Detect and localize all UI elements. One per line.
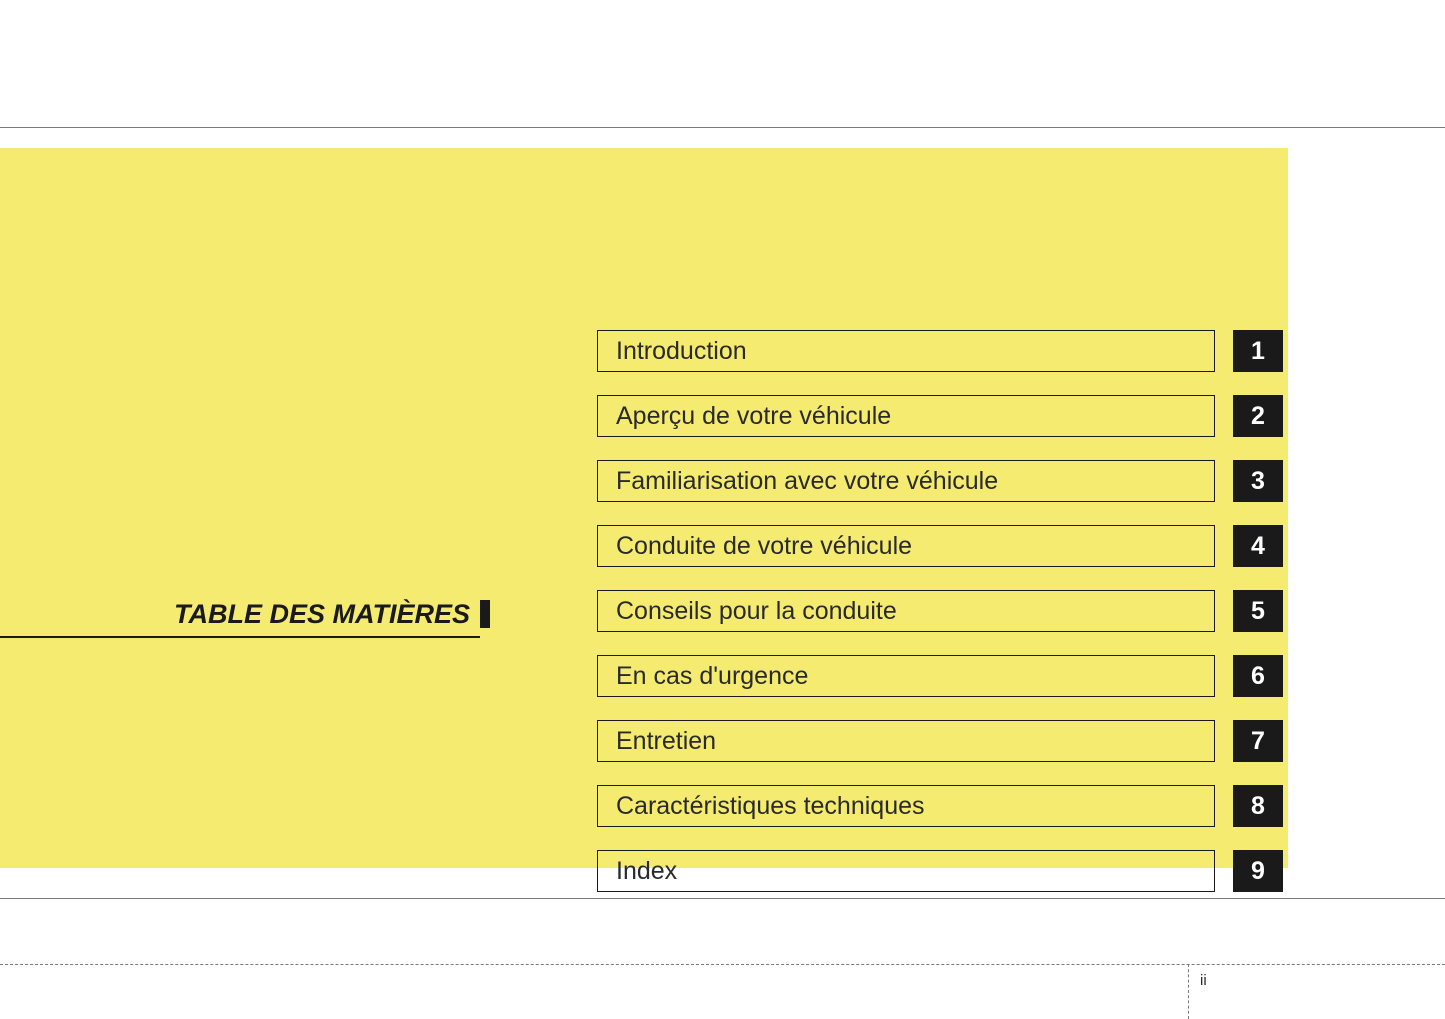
toc-row: Caractéristiques techniques 8 <box>597 785 1287 827</box>
toc-row: Introduction 1 <box>597 330 1287 372</box>
toc-number-3: 3 <box>1233 460 1283 502</box>
toc-row: Aperçu de votre véhicule 2 <box>597 395 1287 437</box>
toc-row: Entretien 7 <box>597 720 1287 762</box>
toc-label-conduite: Conduite de votre véhicule <box>597 525 1215 567</box>
toc-number-6: 6 <box>1233 655 1283 697</box>
toc-row: Conduite de votre véhicule 4 <box>597 525 1287 567</box>
toc-label-familiarisation: Familiarisation avec votre véhicule <box>597 460 1215 502</box>
top-rule <box>0 127 1445 128</box>
toc-label-apercu: Aperçu de votre véhicule <box>597 395 1215 437</box>
crop-mark-horizontal <box>0 964 1445 965</box>
toc-label-urgence: En cas d'urgence <box>597 655 1215 697</box>
toc-number-2: 2 <box>1233 395 1283 437</box>
toc-label-introduction: Introduction <box>597 330 1215 372</box>
toc-label-entretien: Entretien <box>597 720 1215 762</box>
toc-number-5: 5 <box>1233 590 1283 632</box>
toc-label-caracteristiques: Caractéristiques techniques <box>597 785 1215 827</box>
toc-row: En cas d'urgence 6 <box>597 655 1287 697</box>
toc-heading-marker <box>480 600 490 628</box>
page-number: ii <box>1200 972 1207 989</box>
bottom-rule <box>0 898 1445 899</box>
toc-number-1: 1 <box>1233 330 1283 372</box>
toc-list: Introduction 1 Aperçu de votre véhicule … <box>597 330 1287 915</box>
content-panel: TABLE DES MATIÈRES Introduction 1 Aperçu… <box>0 148 1288 868</box>
toc-label-index: Index <box>597 850 1215 892</box>
toc-number-8: 8 <box>1233 785 1283 827</box>
toc-number-9: 9 <box>1233 850 1283 892</box>
crop-mark-vertical <box>1188 964 1189 1019</box>
toc-label-conseils: Conseils pour la conduite <box>597 590 1215 632</box>
toc-row: Index 9 <box>597 850 1287 892</box>
toc-number-4: 4 <box>1233 525 1283 567</box>
toc-heading: TABLE DES MATIÈRES <box>0 599 480 638</box>
toc-row: Familiarisation avec votre véhicule 3 <box>597 460 1287 502</box>
toc-number-7: 7 <box>1233 720 1283 762</box>
toc-row: Conseils pour la conduite 5 <box>597 590 1287 632</box>
